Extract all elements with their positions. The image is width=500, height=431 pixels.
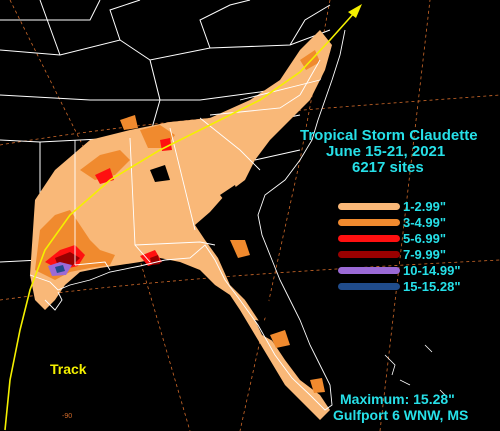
map-dates: June 15-21, 2021 (326, 143, 446, 160)
rainfall-15-plus (55, 265, 65, 273)
state-borders-south (74, 59, 321, 271)
track-label: Track (50, 361, 87, 377)
legend-swatch (338, 203, 400, 210)
map-title: Tropical Storm Claudette (300, 127, 478, 144)
legend-label: 7-9.99" (403, 247, 447, 262)
islands (384, 344, 446, 396)
legend-swatch (338, 251, 400, 258)
storm-track (4, 11, 356, 431)
legend-swatch (338, 235, 400, 242)
map-sites: 6217 sites (352, 159, 424, 176)
maximum-location: Gulfport 6 WNW, MS (333, 407, 469, 423)
legend-swatch (338, 283, 400, 290)
legend-label: 15-15.28" (403, 279, 461, 294)
legend-swatch (338, 267, 400, 274)
legend-label: 10-14.99" (403, 263, 461, 278)
coastline (29, 29, 346, 411)
legend-swatch (338, 219, 400, 226)
legend-label: 5-6.99" (403, 231, 447, 246)
track-arrowhead (348, 4, 362, 18)
longitude-label: -90 (62, 413, 73, 420)
legend-label: 3-4.99" (403, 215, 447, 230)
maximum-value: Maximum: 15.28" (340, 391, 455, 407)
legend-label: 1-2.99" (403, 199, 447, 214)
